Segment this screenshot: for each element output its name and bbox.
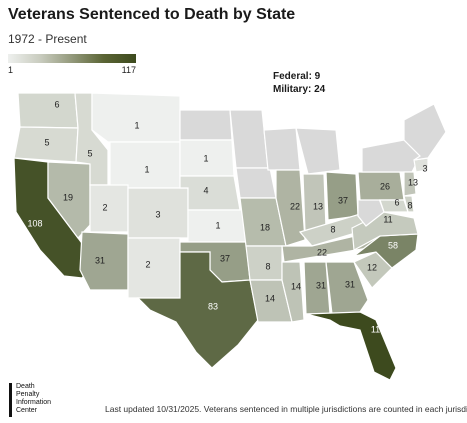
- state-ne-us: [403, 103, 447, 161]
- state-label-ks: 1: [215, 220, 220, 230]
- state-nd: [179, 109, 233, 141]
- state-label-ut: 2: [102, 202, 107, 212]
- state-label-az: 31: [95, 255, 105, 265]
- state-label-in: 13: [313, 201, 323, 211]
- state-label-nm: 2: [145, 259, 150, 269]
- state-label-tn: 22: [317, 247, 327, 257]
- state-label-mt: 1: [134, 120, 139, 130]
- state-mi: [295, 127, 341, 175]
- state-wa: [17, 92, 79, 129]
- state-label-ar: 8: [265, 261, 270, 271]
- state-label-or: 5: [44, 137, 49, 147]
- other-jurisdictions: Federal: 9 Military: 24: [273, 70, 325, 96]
- state-label-id: 5: [87, 148, 92, 158]
- state-label-co: 3: [155, 209, 160, 219]
- state-ut: [89, 184, 129, 233]
- dpic-logo: Death Penalty Information Center: [9, 383, 51, 417]
- state-ar: [245, 245, 283, 281]
- state-ms: [281, 261, 305, 323]
- map-title: Veterans Sentenced to Death by State: [8, 6, 296, 23]
- state-ia: [235, 167, 277, 199]
- state-label-md: 6: [394, 197, 399, 207]
- legend-gradient-bar: [8, 54, 136, 63]
- state-label-wa: 6: [54, 99, 59, 109]
- logo-mark: [9, 383, 12, 417]
- state-label-va: 11: [383, 214, 392, 224]
- state-label-ok: 37: [220, 253, 230, 263]
- military-count: Military: 24: [273, 84, 326, 95]
- state-label-fl: 117: [371, 324, 385, 334]
- state-label-sc: 12: [367, 262, 377, 272]
- state-nm: [127, 237, 181, 299]
- legend-labels: 1 117: [8, 63, 136, 75]
- footnote: Last updated 10/31/2025. Veterans senten…: [105, 404, 467, 414]
- state-label-ky: 8: [330, 224, 335, 234]
- state-label-oh: 37: [338, 195, 348, 205]
- state-ne: [179, 175, 241, 211]
- state-label-nj: 13: [408, 177, 418, 187]
- state-label-ms: 14: [291, 281, 301, 291]
- state-mt: [91, 92, 181, 143]
- state-label-mo: 18: [260, 222, 270, 232]
- state-fl: [305, 311, 397, 381]
- state-az: [79, 231, 129, 291]
- state-label-ct: 3: [422, 163, 427, 173]
- state-il: [275, 169, 306, 247]
- state-ga: [325, 261, 369, 315]
- state-label-nv: 19: [63, 192, 73, 202]
- legend-max-label: 117: [121, 65, 136, 75]
- state-nj: [403, 171, 417, 197]
- state-label-wy: 1: [144, 164, 149, 174]
- map-subtitle: 1972 - Present: [8, 32, 87, 46]
- state-label-de: 8: [407, 200, 412, 210]
- logo-text: Death Penalty Information Center: [16, 383, 52, 414]
- state-label-nc: 58: [388, 240, 398, 250]
- federal-count: Federal: 9: [273, 71, 321, 82]
- state-wi: [263, 127, 301, 171]
- color-legend: 1 117: [8, 54, 136, 75]
- state-label-ne: 4: [203, 185, 208, 195]
- state-label-tx: 83: [208, 301, 218, 311]
- state-de: [403, 195, 415, 213]
- state-label-la: 14: [265, 293, 275, 303]
- state-label-pa: 26: [380, 181, 390, 191]
- state-mn: [229, 109, 269, 169]
- legend-min-label: 1: [8, 65, 14, 75]
- state-label-sd: 1: [203, 153, 208, 163]
- state-label-il: 22: [290, 201, 300, 211]
- state-label-ga: 31: [345, 279, 355, 289]
- state-label-ca: 108: [27, 218, 42, 228]
- state-label-al: 31: [316, 280, 326, 290]
